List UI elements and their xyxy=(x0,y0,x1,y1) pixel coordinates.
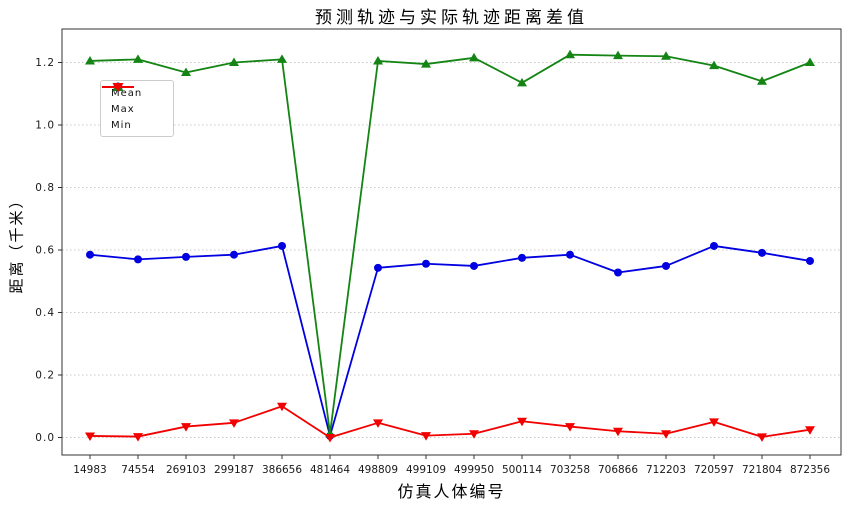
marker-min xyxy=(373,419,383,428)
marker-mean xyxy=(518,253,526,262)
marker-mean xyxy=(470,261,478,270)
x-tick-label: 721804 xyxy=(742,464,782,476)
x-tick-label: 386656 xyxy=(262,464,302,476)
x-axis-label: 仿真人体编号 xyxy=(397,482,506,501)
legend-marker-min xyxy=(102,83,134,92)
marker-min xyxy=(805,426,815,435)
y-tick-label: 1.2 xyxy=(35,57,55,69)
x-tick-label: 74554 xyxy=(121,464,155,476)
marker-mean xyxy=(374,263,382,272)
x-tick-label: 703258 xyxy=(550,464,590,476)
axes-frame xyxy=(61,28,842,456)
marker-max xyxy=(661,51,671,60)
marker-mean xyxy=(422,259,430,268)
marker-max xyxy=(613,50,623,60)
marker-min xyxy=(709,418,719,427)
marker-min xyxy=(661,430,671,439)
series-line-min xyxy=(89,405,811,439)
legend-label-mean: Mean xyxy=(111,87,143,99)
marker-mean xyxy=(182,252,190,261)
y-tick-label: 0.0 xyxy=(35,432,55,444)
x-tick-label: 299187 xyxy=(214,464,254,476)
x-tick-label: 500114 xyxy=(502,464,542,476)
marker-max xyxy=(229,57,239,66)
chart-title: 预测轨迹与实际轨迹距离差值 xyxy=(315,8,588,28)
marker-mean xyxy=(566,250,574,259)
marker-min xyxy=(133,433,143,442)
marker-min xyxy=(277,402,287,412)
marker-mean xyxy=(278,241,286,250)
marker-min xyxy=(421,432,431,441)
y-tick-label: 0.6 xyxy=(35,245,55,257)
marker-mean xyxy=(710,241,718,250)
legend-item-max: Max xyxy=(101,82,173,117)
marker-max xyxy=(277,54,287,63)
marker-max xyxy=(565,49,575,59)
y-tick-label: 0.8 xyxy=(35,182,55,194)
marker-mean xyxy=(758,248,766,257)
marker-min xyxy=(565,423,575,432)
marker-max xyxy=(181,67,191,76)
x-tick-label: 498809 xyxy=(358,464,398,476)
legend-label-max: Max xyxy=(111,103,135,115)
marker-max xyxy=(373,55,383,65)
marker-mean xyxy=(614,268,622,277)
x-tick-label: 269103 xyxy=(166,464,206,476)
x-tick-label: 720597 xyxy=(694,464,734,476)
x-tick-label: 499109 xyxy=(406,464,446,476)
marker-min xyxy=(469,430,479,439)
marker-min xyxy=(229,419,239,428)
marker-mean xyxy=(230,250,238,259)
x-tick-label: 499950 xyxy=(454,464,494,476)
marker-min xyxy=(517,417,527,427)
legend-label-min: Min xyxy=(111,119,132,131)
x-tick-label: 481464 xyxy=(310,464,350,476)
y-axis-label: 距离（千米） xyxy=(7,191,26,294)
y-tick-label: 1.0 xyxy=(35,120,55,132)
marker-max xyxy=(85,55,95,65)
marker-mean xyxy=(134,255,142,264)
marker-max xyxy=(421,59,431,68)
marker-max xyxy=(133,54,143,63)
y-tick-label: 0.4 xyxy=(35,307,55,319)
marker-max xyxy=(709,60,719,70)
x-tick-label: 706866 xyxy=(598,464,638,476)
legend-item-min: Min xyxy=(101,83,173,133)
series-line-mean xyxy=(89,245,811,437)
marker-min xyxy=(181,423,191,432)
marker-min xyxy=(613,427,623,437)
marker-max xyxy=(517,77,527,87)
marker-max xyxy=(469,52,479,62)
marker-mean xyxy=(662,261,670,270)
marker-min xyxy=(325,434,335,443)
x-tick-label: 14983 xyxy=(73,464,106,476)
marker-max xyxy=(805,57,815,66)
marker-min xyxy=(85,432,95,441)
marker-mean xyxy=(806,256,814,265)
x-tick-label: 872356 xyxy=(790,464,830,476)
marker-mean xyxy=(86,250,94,259)
marker-max xyxy=(757,76,767,85)
legend: Mean Max Min xyxy=(100,80,174,137)
y-tick-label: 0.2 xyxy=(35,370,55,382)
marker-min xyxy=(757,433,767,442)
x-tick-label: 712203 xyxy=(646,464,686,476)
series-line-max xyxy=(89,53,811,435)
